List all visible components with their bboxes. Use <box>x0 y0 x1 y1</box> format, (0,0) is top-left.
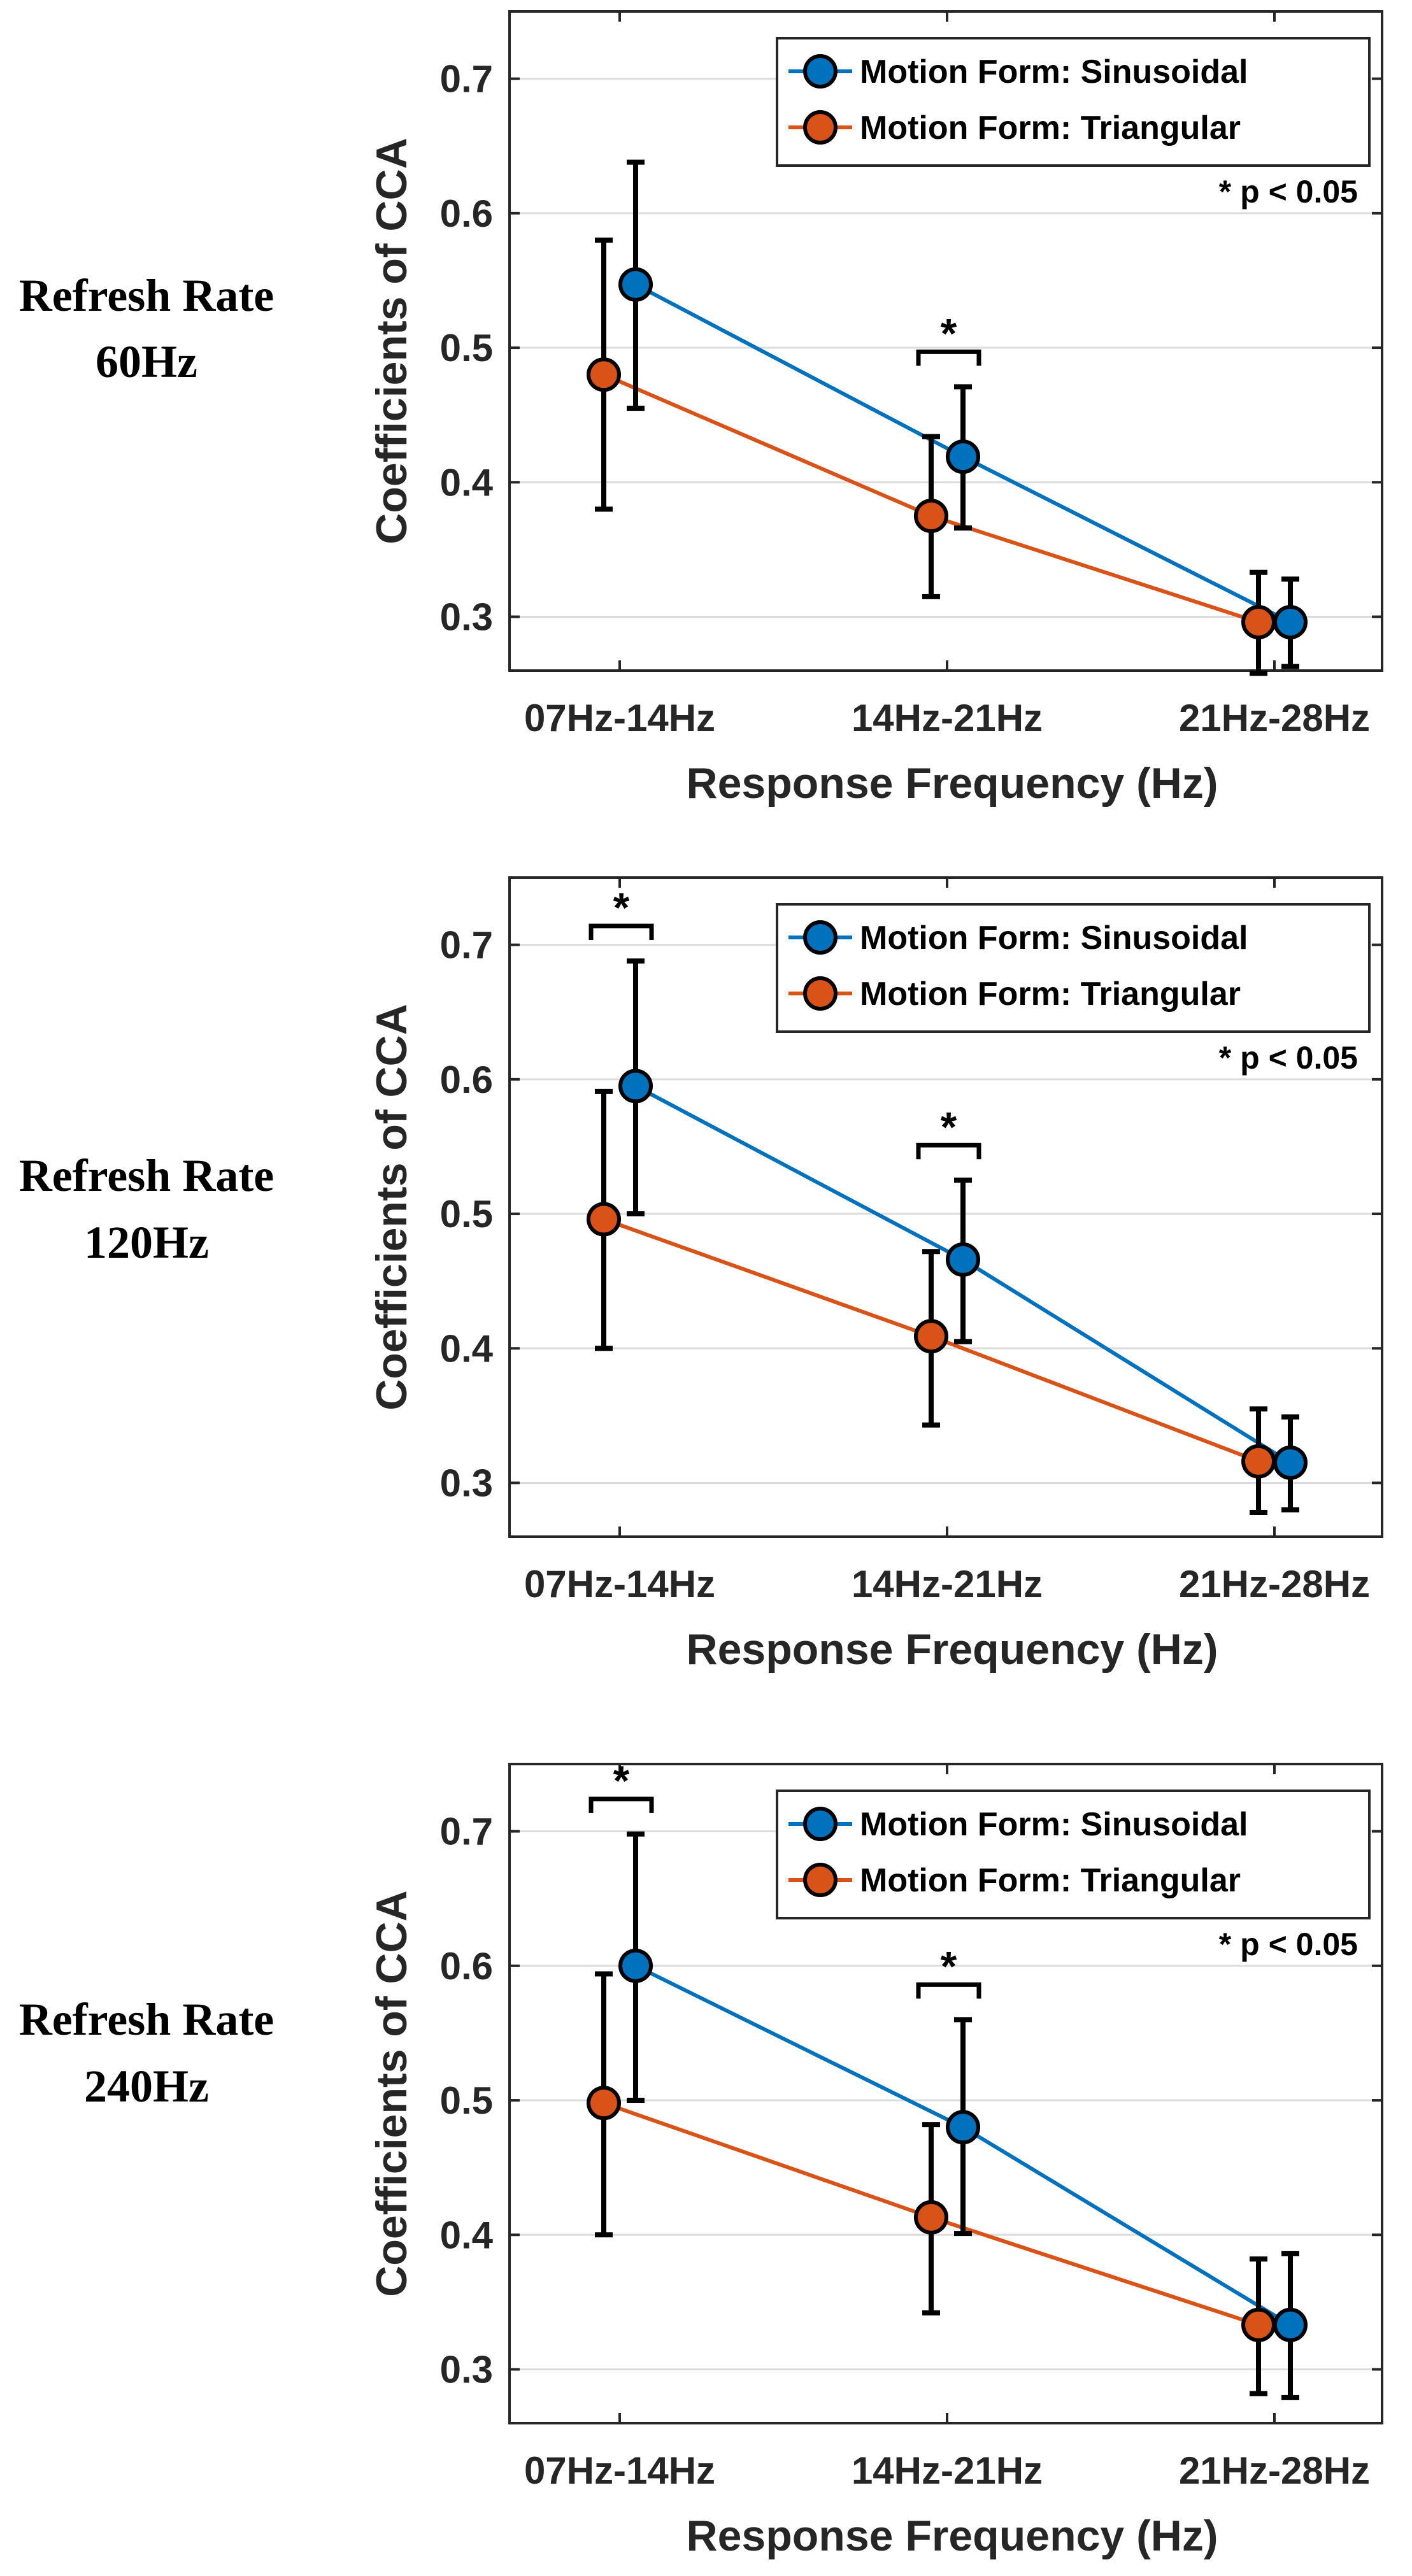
p-value-note: * p < 0.05 <box>1219 1926 1358 1962</box>
sinusoidal-data-point <box>618 1948 653 1983</box>
triangular-legend-label: Motion Form: Triangular <box>860 1862 1241 1899</box>
row-label-line-2: 60Hz <box>96 336 197 387</box>
row-label-line-2: 120Hz <box>84 1217 209 1268</box>
triangular-legend-label: Motion Form: Triangular <box>860 976 1241 1013</box>
legend: Motion Form: Sinusoidal Motion Form: Tria… <box>776 1790 1371 1919</box>
x-tick-label: 21Hz-28Hz <box>1179 697 1370 739</box>
y-axis-title: Coefficients of CCA <box>367 1004 416 1410</box>
triangular-data-point <box>1241 604 1276 639</box>
y-tick-label: 0.3 <box>440 1462 493 1505</box>
sinusoidal-data-point <box>618 267 653 302</box>
x-tick-label: 07Hz-14Hz <box>524 1563 715 1605</box>
y-tick-label: 0.6 <box>440 1945 493 1988</box>
legend: Motion Form: Sinusoidal Motion Form: Tria… <box>776 37 1371 167</box>
triangular-legend-marker <box>803 976 838 1011</box>
sinusoidal-data-point <box>1273 1445 1308 1480</box>
row-label-line-1: Refresh Rate <box>19 1994 275 2045</box>
sinusoidal-legend-marker <box>803 54 838 89</box>
sinusoidal-data-point <box>1273 604 1308 639</box>
y-tick-label: 0.7 <box>440 1811 493 1853</box>
y-tick-label: 0.5 <box>440 327 493 369</box>
triangular-legend-marker <box>803 1863 838 1897</box>
significance-bracket <box>916 1142 981 1160</box>
x-tick-label: 07Hz-14Hz <box>524 2449 715 2492</box>
triangular-data-point <box>914 2200 948 2235</box>
legend: Motion Form: Sinusoidal Motion Form: Tria… <box>776 903 1371 1033</box>
legend-frame <box>776 37 1371 167</box>
x-tick-label: 14Hz-21Hz <box>852 2449 1043 2492</box>
sinusoidal-legend-marker <box>803 920 838 955</box>
row-label-line-1: Refresh Rate <box>19 270 275 321</box>
row-label-line-1: Refresh Rate <box>19 1150 275 1201</box>
legend-frame <box>776 903 1371 1033</box>
row-label-line-2: 240Hz <box>84 2061 209 2112</box>
p-value-note: * p < 0.05 <box>1219 174 1358 210</box>
y-tick-label: 0.5 <box>440 1193 493 1235</box>
sinusoidal-legend-label: Motion Form: Sinusoidal <box>860 53 1248 90</box>
chart-panel-2: Refresh Rate 120Hz 0.3 0.4 0.5 0.6 0.7 07Hz-14H… <box>19 876 1383 1674</box>
significance-bracket <box>916 1982 981 1999</box>
significance-star: * <box>613 1757 630 1804</box>
triangular-data-point <box>1241 1444 1276 1479</box>
significance-bracket <box>588 1797 654 1813</box>
sinusoidal-legend-label: Motion Form: Sinusoidal <box>860 1806 1248 1843</box>
sinusoidal-data-point <box>946 2110 980 2145</box>
x-tick-label: 07Hz-14Hz <box>524 697 715 739</box>
triangular-data-point <box>914 1319 948 1354</box>
sinusoidal-data-point <box>946 1242 980 1277</box>
y-tick-label: 0.5 <box>440 2079 493 2122</box>
y-tick-label: 0.6 <box>440 1058 493 1101</box>
sinusoidal-data-point <box>946 439 980 474</box>
triangular-data-point <box>914 499 948 534</box>
chart-panel-3: Refresh Rate 240Hz 0.3 0.4 0.5 0.6 0.7 07Hz-14H… <box>19 1757 1383 2560</box>
chart-panel-1: Refresh Rate 60Hz 0.3 0.4 0.5 0.6 0.7 07Hz-14Hz… <box>19 10 1383 808</box>
x-tick-label: 21Hz-28Hz <box>1179 2449 1370 2492</box>
triangular-data-point <box>587 357 621 392</box>
significance-star: * <box>613 884 630 931</box>
triangular-data-point <box>587 2086 621 2121</box>
y-tick-label: 0.4 <box>440 2214 494 2256</box>
x-tick-label: 14Hz-21Hz <box>852 1563 1043 1605</box>
significance-bracket <box>916 349 981 366</box>
x-axis-title: Response Frequency (Hz) <box>686 759 1218 808</box>
y-axis-title: Coefficients of CCA <box>367 138 416 544</box>
y-tick-label: 0.4 <box>440 461 494 504</box>
triangular-legend-label: Motion Form: Triangular <box>860 110 1241 146</box>
x-axis-title: Response Frequency (Hz) <box>686 2512 1218 2560</box>
y-tick-label: 0.3 <box>440 596 493 639</box>
y-tick-label: 0.7 <box>440 924 493 967</box>
legend-frame <box>776 1790 1371 1919</box>
triangular-legend-marker <box>803 110 838 145</box>
p-value-note: * p < 0.05 <box>1219 1040 1358 1076</box>
sinusoidal-legend-marker <box>803 1807 838 1841</box>
significance-star: * <box>941 1942 957 1989</box>
sinusoidal-data-point <box>618 1069 653 1104</box>
triangular-data-point <box>1241 2307 1276 2342</box>
significance-star: * <box>941 310 957 357</box>
x-axis-title: Response Frequency (Hz) <box>686 1625 1218 1674</box>
y-tick-label: 0.7 <box>440 58 493 101</box>
y-axis-title: Coefficients of CCA <box>367 1890 416 2296</box>
sinusoidal-legend-label: Motion Form: Sinusoidal <box>860 920 1248 957</box>
x-tick-label: 21Hz-28Hz <box>1179 1563 1370 1605</box>
triangular-data-point <box>587 1202 621 1237</box>
y-tick-label: 0.4 <box>440 1327 494 1370</box>
significance-bracket <box>588 923 654 940</box>
sinusoidal-data-point <box>1273 2307 1308 2342</box>
y-tick-label: 0.3 <box>440 2349 493 2391</box>
y-tick-label: 0.6 <box>440 192 493 235</box>
significance-star: * <box>941 1103 957 1150</box>
x-tick-label: 14Hz-21Hz <box>852 697 1043 739</box>
